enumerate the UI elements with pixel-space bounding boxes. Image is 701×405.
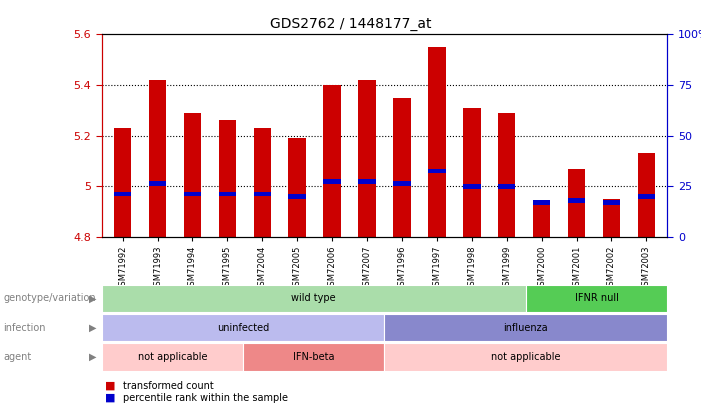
Bar [603,200,620,205]
Text: IFNR null: IFNR null [575,294,618,303]
Bar [184,192,201,196]
Text: IFN-beta: IFN-beta [293,352,334,362]
Bar [463,108,480,237]
Bar [393,181,411,186]
Bar [358,179,376,183]
Text: wild type: wild type [292,294,336,303]
Text: GDS2762 / 1448177_at: GDS2762 / 1448177_at [270,17,431,31]
Bar [603,199,620,237]
Text: not applicable: not applicable [491,352,561,362]
Text: percentile rank within the sample: percentile rank within the sample [123,393,287,403]
Text: ▶: ▶ [89,352,97,362]
Bar [219,120,236,237]
Bar [463,184,480,189]
Bar [428,169,446,173]
Text: infection: infection [4,323,46,333]
Bar [638,153,655,237]
Text: influenza: influenza [503,323,548,333]
Bar [184,113,201,237]
Bar [533,200,550,205]
Bar [114,128,131,237]
Bar [219,192,236,196]
Bar [568,168,585,237]
Text: transformed count: transformed count [123,381,213,390]
Bar [289,138,306,237]
Bar [149,181,166,186]
Text: ■: ■ [105,393,116,403]
Bar [358,80,376,237]
Bar [289,194,306,199]
Bar [533,201,550,237]
Bar [323,85,341,237]
Bar [638,194,655,199]
Bar [428,47,446,237]
Bar [114,192,131,196]
Bar [568,198,585,202]
Text: agent: agent [4,352,32,362]
Text: ▶: ▶ [89,294,97,303]
Text: genotype/variation: genotype/variation [4,294,96,303]
Bar [393,98,411,237]
Text: not applicable: not applicable [137,352,207,362]
Text: ■: ■ [105,381,116,390]
Bar [149,80,166,237]
Bar [323,179,341,183]
Bar [498,113,515,237]
Bar [498,184,515,189]
Text: uninfected: uninfected [217,323,269,333]
Bar [254,192,271,196]
Text: ▶: ▶ [89,323,97,333]
Bar [254,128,271,237]
